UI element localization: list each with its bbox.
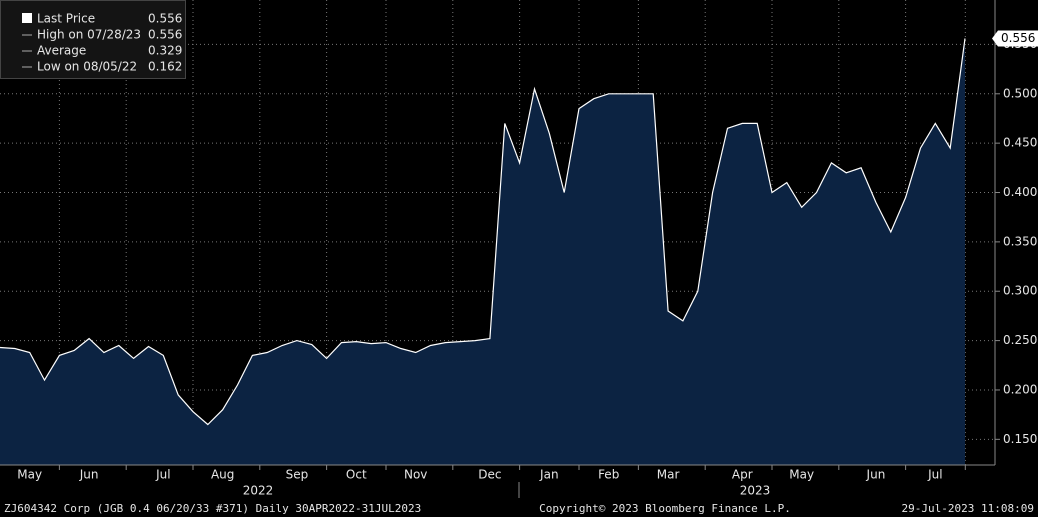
footer-center: Copyright© 2023 Bloomberg Finance L.P. (539, 502, 791, 515)
footer-left: ZJ604342 Corp (JGB 0.4 06/20/33 #371) Da… (4, 502, 421, 515)
legend-value: 0.329 (148, 44, 182, 58)
x-tick-label: Oct (346, 468, 367, 482)
x-tick-label: Jul (927, 468, 942, 482)
y-tick-label: 0.200 (1003, 382, 1037, 396)
last-price-tag-label: 0.556 (1001, 31, 1035, 45)
y-tick-label: 0.150 (1003, 432, 1037, 446)
y-tick-label: 0.350 (1003, 234, 1037, 248)
y-tick-label: 0.400 (1003, 185, 1037, 199)
x-tick-label: Feb (598, 468, 619, 482)
x-tick-label: Jun (866, 468, 886, 482)
x-tick-label: Sep (286, 468, 309, 482)
legend-label: Low on 08/05/22 (37, 60, 137, 74)
legend-value: 0.162 (148, 60, 182, 74)
x-tick-label: Mar (657, 468, 680, 482)
legend-label: Average (37, 44, 86, 58)
legend-swatch (22, 13, 32, 23)
legend-value: 0.556 (148, 28, 182, 42)
legend-label: Last Price (37, 12, 95, 26)
year-label: 2022 (243, 484, 274, 498)
last-price-tag (992, 30, 1038, 47)
y-tick-label: 0.300 (1003, 284, 1037, 298)
x-tick-label: Aug (211, 468, 234, 482)
x-tick-label: May (17, 468, 42, 482)
x-tick-label: Nov (404, 468, 427, 482)
line (0, 38, 966, 426)
plot (0, 0, 995, 465)
footer-right: 29-Jul-2023 11:08:09 (902, 502, 1034, 515)
x-tick-label: Apr (732, 468, 753, 482)
x-tick-label: May (789, 468, 814, 482)
x-tick-label: Dec (478, 468, 501, 482)
x-tick-label: Jun (79, 468, 99, 482)
x-tick-label: Jan (539, 468, 559, 482)
year-label: 2023 (740, 484, 771, 498)
legend-value: 0.556 (148, 12, 182, 26)
y-tick-label: 0.450 (1003, 136, 1037, 150)
y-tick-label: 0.250 (1003, 333, 1037, 347)
x-tick-label: Jul (155, 468, 170, 482)
legend-label: High on 07/28/23 (37, 28, 141, 42)
y-tick-label: 0.500 (1003, 86, 1037, 100)
